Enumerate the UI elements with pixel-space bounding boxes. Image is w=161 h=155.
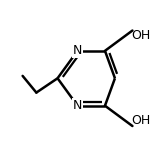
- Text: N: N: [73, 44, 82, 57]
- Text: OH: OH: [131, 114, 150, 127]
- Text: N: N: [73, 99, 82, 112]
- Text: OH: OH: [131, 29, 150, 42]
